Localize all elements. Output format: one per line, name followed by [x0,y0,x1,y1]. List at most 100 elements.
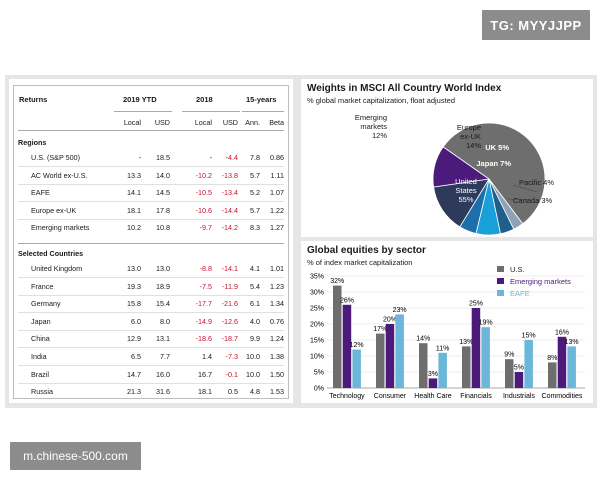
country-value: 16.0 [156,369,170,379]
row-divider [18,183,284,185]
country-value: 18.1 [198,387,212,397]
region-row: U.S. (S&P 500) - 18.5 - -4.4 7.8 0.86 [14,149,288,166]
region-row: EAFE 14.1 14.5 -10.5 -13.4 5.2 1.07 [14,184,288,201]
country-value: 1.23 [270,281,284,291]
bar-category-label: Technology [329,393,365,400]
bar-data-label: 25% [469,301,483,308]
bar-data-label: 5% [514,365,524,372]
country-name: China [31,334,50,344]
bar-y-tick: 35% [310,274,324,281]
bar-y-tick: 20% [310,322,324,329]
country-name: India [31,352,47,361]
bar-data-label: 20% [383,317,397,324]
bar-category-label: Financials [460,393,492,400]
bar-u-s- [548,362,557,388]
country-row: Japan 6.0 8.0 -14.9 -12.6 4.0 0.76 [14,313,288,330]
watermark-bottom: m.chinese-500.com [10,442,141,470]
country-value: 1.53 [270,387,284,397]
country-row: Brazil 14.7 16.0 16.7 -0.1 10.0 1.50 [14,366,288,383]
bar-data-label: 11% [436,345,450,352]
divider-sections [18,243,284,244]
country-name: France [31,281,54,291]
bar-subtitle: % of index market capitalization [307,258,413,267]
row-divider [18,201,284,203]
region-name: EAFE [31,188,50,198]
region-value: 0.86 [270,153,284,162]
divider-header [18,130,284,131]
region-value: 14.5 [156,188,170,198]
subheader-local-0: Local [123,118,141,127]
country-value: 0.5 [228,387,238,397]
country-value: 13.1 [156,334,170,344]
region-name: Europe ex-UK [31,205,77,215]
bar-data-label: 26% [340,297,354,304]
region-value: 13.3 [127,170,141,180]
bar-eafe [524,340,533,388]
bar-category-label: Industrials [503,393,535,400]
country-value: 1.50 [270,369,284,379]
legend-label: EAFE [510,289,530,298]
region-name: Emerging markets [31,223,90,233]
bar-emerging-markets [514,372,524,388]
country-value: -17.7 [195,299,212,309]
bar-u-s- [419,343,428,388]
country-row: Germany 15.8 15.4 -17.7 -21.6 6.1 1.34 [14,295,288,312]
legend-swatch [497,266,504,272]
country-value: -18.6 [195,334,212,344]
subheader-beta-5: Beta [269,118,284,127]
bar-data-label: 19% [479,320,493,327]
bar-data-label: 23% [393,307,407,314]
header-returns: Returns [19,95,48,104]
region-value: 8.3 [250,223,260,233]
country-value: -21.6 [221,299,238,309]
region-value: 10.2 [127,223,141,233]
country-value: 1.34 [270,299,284,309]
bar-eafe [481,327,490,388]
region-value: -14.2 [221,223,238,233]
country-value: -0.1 [225,369,238,379]
region-name: U.S. (S&P 500) [31,153,81,162]
pie-leader-pacific [512,184,538,193]
bar-y-tick: 30% [310,290,324,297]
header-15-years: 15-years [246,95,277,104]
region-value: 5.2 [250,188,260,198]
row-divider [18,218,284,220]
country-value: 4.0 [250,316,260,326]
country-name: Germany [31,299,61,309]
country-value: -8.8 [199,264,212,273]
header-2019-ytd: 2019 YTD [123,95,157,104]
country-value: 21.3 [127,387,141,397]
bar-eafe [395,314,404,388]
region-value: 5.7 [250,205,260,215]
bar-emerging-markets [342,304,352,388]
country-name: United Kingdom [31,264,83,273]
pie-label-japan: Japan 7% [476,159,511,168]
bar-emerging-markets [385,324,395,388]
bar-data-label: 15% [522,333,536,340]
country-value: 16.7 [198,369,212,379]
bar-u-s- [462,346,471,388]
region-value: 18.5 [156,153,170,162]
region-value: -13.8 [221,170,238,180]
country-name: Japan [31,316,51,326]
row-divider [18,166,284,167]
subheader-usd-1: USD [154,118,170,127]
region-value: - [209,153,212,162]
country-value: -14.1 [221,264,238,273]
country-value: -7.5 [199,281,212,291]
pie-slice-emerging-markets [432,146,491,188]
pie-slice-united-states [442,122,546,225]
country-row: India 6.5 7.7 1.4 -7.3 10.0 1.38 [14,348,288,365]
divider-2018 [182,111,240,112]
bar-data-label: 17% [373,326,387,333]
country-row: France 19.3 18.9 -7.5 -11.9 5.4 1.23 [14,278,288,295]
country-value: 1.4 [202,352,212,361]
country-name: Brazil [31,369,49,379]
region-value: -10.2 [195,170,212,180]
bar-emerging-markets [428,378,438,388]
region-value: 1.11 [270,170,284,180]
country-value: 4.8 [250,387,260,397]
section-regions: Regions [18,138,47,147]
region-value: 1.07 [270,188,284,198]
region-value: -13.4 [221,188,238,198]
